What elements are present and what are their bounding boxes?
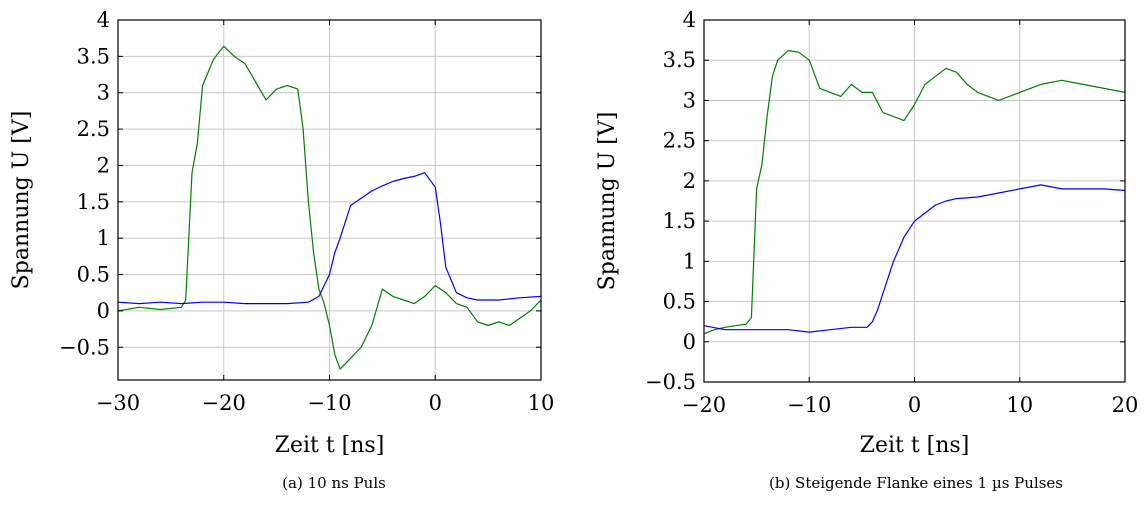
y-tick-label: 0.5 (663, 290, 696, 314)
x-tick-label: 0 (429, 391, 442, 415)
y-tick-label: 2 (683, 169, 696, 193)
y-tick-label: 2 (97, 153, 110, 177)
y-axis-label: Spannung U [V] (9, 111, 34, 290)
y-tick-label: 1.5 (663, 209, 696, 233)
x-tick-label: 10 (528, 391, 555, 415)
x-tick-label: 0 (908, 393, 921, 417)
x-tick-label: −10 (787, 393, 831, 417)
series-line-blue (703, 184, 1126, 333)
x-tick-label: 20 (1112, 393, 1139, 417)
y-tick-label: 1.5 (77, 190, 110, 214)
y-tick-label: 3.5 (77, 44, 110, 68)
y-tick-label: 4 (97, 8, 110, 32)
chart-panel-a: −30 −20 −10 0 10 −0.5 0 0.5 1 1.5 2 2.5 3 3.5 4 Zeit t … (9, 8, 554, 492)
y-tick-label: 2.5 (663, 129, 696, 153)
y-axis-label: Spannung U [V] (595, 112, 620, 291)
figure-caption: (a) 10 ns Puls (282, 474, 386, 492)
x-tick-label: 10 (1006, 393, 1033, 417)
chart-panel-b: −20 −10 0 10 20 −0.5 0 0.5 1 1.5 2 2.5 3 3.5 4 Zeit t [… (595, 8, 1138, 492)
y-tick-label: 0.5 (77, 263, 110, 287)
x-tick-label: −10 (307, 391, 351, 415)
series-line-blue (117, 172, 542, 305)
y-tick-label: 1 (683, 249, 696, 273)
y-tick-label: −0.5 (645, 370, 696, 394)
y-tick-label: 0 (683, 330, 696, 354)
y-tick-label: 3 (97, 81, 110, 105)
x-axis-label: Zeit t [ns] (275, 433, 385, 458)
x-tick-label: −20 (202, 391, 246, 415)
y-tick-label: 2.5 (77, 117, 110, 141)
y-tick-label: 4 (683, 8, 696, 32)
x-tick-label: −20 (682, 393, 726, 417)
y-tick-label: 0 (97, 299, 110, 323)
x-axis-label: Zeit t [ns] (860, 433, 970, 458)
y-tick-label: −0.5 (59, 335, 110, 359)
x-tick-label: −30 (96, 391, 140, 415)
figure-caption: (b) Steigende Flanke eines 1 µs Pulses (769, 474, 1063, 492)
y-tick-label: 3 (683, 88, 696, 112)
series-line-green (703, 49, 1126, 335)
y-tick-label: 1 (97, 226, 110, 250)
y-tick-label: 3.5 (663, 48, 696, 72)
series-line-green (117, 45, 542, 370)
